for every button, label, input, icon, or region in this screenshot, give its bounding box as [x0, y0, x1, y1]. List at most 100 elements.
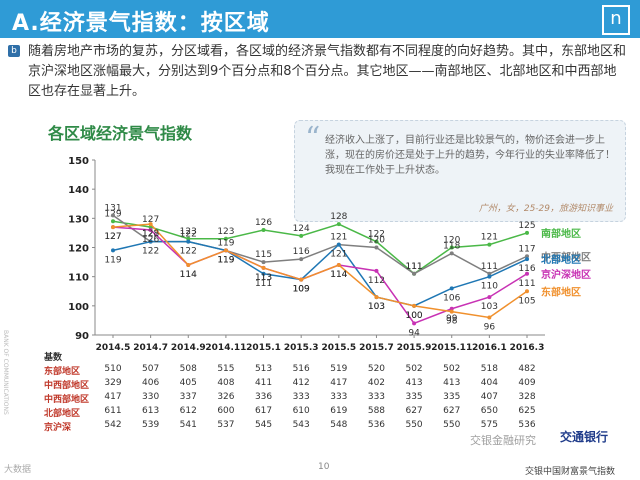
data-label-central_west: 121 [330, 233, 347, 243]
table-cell: 518 [480, 364, 498, 374]
data-point-north [336, 242, 341, 247]
data-point-east [449, 309, 454, 314]
table-cell: 543 [292, 420, 310, 430]
series-line-central_west [112, 214, 528, 275]
data-point-central_west [449, 251, 454, 256]
legend-label-jhs: 京沪深地区 [541, 268, 591, 281]
series-line-east [112, 223, 528, 319]
table-cell: 412 [292, 378, 310, 388]
quote-text: 经济收入上涨了，目前行业还是比较景气的，物价还会进一步上涨，现在的房价还是处于上… [325, 135, 615, 176]
table-cell: 335 [443, 392, 461, 402]
table-cell: 336 [254, 392, 273, 402]
data-label-north: 109 [293, 285, 310, 295]
bank-footer: 交银中国财富景气指数 [525, 467, 616, 477]
bullet-icon: b [8, 45, 20, 57]
data-point-east [299, 277, 304, 282]
table-cell: 537 [217, 420, 235, 430]
data-label-central_west: 120 [368, 236, 385, 246]
data-label-east: 113 [255, 273, 272, 283]
data-point-jhs [525, 271, 529, 276]
table-row-label: 东部地区 [44, 367, 81, 377]
data-label-east: 114 [330, 270, 347, 280]
data-label-jhs: 114 [330, 270, 347, 280]
data-point-east [111, 225, 115, 230]
data-point-central_west [525, 254, 529, 259]
legend-label-north: 北部地区 [541, 253, 581, 266]
data-label-central_west: 111 [405, 262, 422, 272]
table-cell: 417 [330, 378, 348, 388]
table-cell: 588 [367, 406, 386, 416]
x-tick-label: 2014.9 [171, 343, 206, 353]
table-cell: 619 [330, 406, 348, 416]
table-cell: 409 [518, 378, 536, 388]
data-label-south: 128 [330, 212, 347, 222]
table-cell: 407 [480, 392, 498, 402]
data-label-south: 125 [518, 221, 535, 231]
x-tick-label: 2015.9 [397, 343, 432, 353]
data-point-north [148, 239, 153, 244]
data-label-jhs: 109 [293, 285, 310, 295]
data-point-central_west [487, 271, 492, 276]
data-point-central_west [111, 213, 115, 218]
table-cell: 612 [179, 406, 197, 416]
brand-logo-icon: n [602, 5, 630, 35]
data-label-jhs: 99 [446, 314, 458, 324]
y-tick-label: 120 [68, 244, 89, 255]
x-tick-label: 2015.3 [284, 343, 319, 353]
table-cell: 542 [104, 420, 122, 430]
table-cell: 617 [254, 406, 273, 416]
chart-title: 各区域经济景气指数 [48, 124, 193, 143]
data-point-jhs [148, 228, 153, 232]
data-label-north: 119 [217, 255, 234, 265]
table-cell: 625 [518, 406, 536, 416]
data-label-east: 119 [217, 255, 234, 265]
data-label-east: 109 [293, 285, 310, 295]
table-cell: 413 [443, 378, 461, 388]
table-cell: 610 [292, 406, 310, 416]
data-label-central_west: 115 [255, 250, 272, 260]
data-label-north: 100 [405, 311, 422, 321]
x-tick-label: 2016.1 [472, 343, 507, 353]
table-cell: 600 [217, 406, 235, 416]
data-label-south: 111 [405, 262, 422, 272]
side-note: BANK OF COMMUNICATIONS [2, 330, 9, 415]
data-label-central_west: 131 [104, 203, 121, 213]
data-label-south: 121 [481, 233, 498, 243]
legend-label-central_west: 中西部地区 [541, 250, 591, 263]
data-label-jhs: 114 [180, 270, 197, 280]
footer-left-text: 大数据 [4, 465, 32, 475]
table-cell: 627 [443, 406, 461, 416]
data-point-south [525, 230, 529, 235]
y-tick-label: 90 [75, 331, 89, 342]
data-label-jhs: 112 [368, 276, 385, 286]
data-label-south: 124 [293, 224, 310, 234]
table-cell: 502 [443, 364, 461, 374]
table-cell: 406 [142, 378, 160, 388]
table-cell: 329 [104, 378, 122, 388]
table-cell: 650 [480, 406, 498, 416]
table-cell: 404 [480, 378, 498, 388]
data-label-central_west: 119 [217, 238, 234, 248]
data-point-east [186, 263, 191, 267]
quote-mark-icon: “ [305, 121, 321, 156]
intro-text: 随着房地产市场的复苏，分区域看，各区域的经济景气指数都有不同程度的向好趋势。其中… [28, 44, 627, 99]
x-tick-label: 2014.7 [133, 343, 168, 353]
data-label-north: 119 [104, 255, 121, 265]
x-tick-label: 2016.3 [510, 343, 545, 353]
table-cell: 507 [142, 364, 160, 374]
data-point-north [525, 257, 529, 262]
table-cell: 516 [292, 364, 310, 374]
data-label-north: 103 [368, 302, 385, 312]
x-tick-label: 2014.5 [96, 343, 131, 353]
data-point-east [412, 303, 417, 308]
page-title: A.经济景气指数：按区域 [12, 11, 270, 36]
data-point-south [449, 245, 454, 250]
data-label-east: 128 [142, 229, 159, 239]
table-cell: 402 [367, 378, 386, 388]
table-cell: 519 [330, 364, 348, 374]
data-point-south [186, 236, 191, 241]
table-cell: 520 [367, 364, 386, 374]
table-cell: 508 [179, 364, 197, 374]
data-label-south: 123 [217, 227, 234, 237]
data-point-south [299, 233, 304, 238]
